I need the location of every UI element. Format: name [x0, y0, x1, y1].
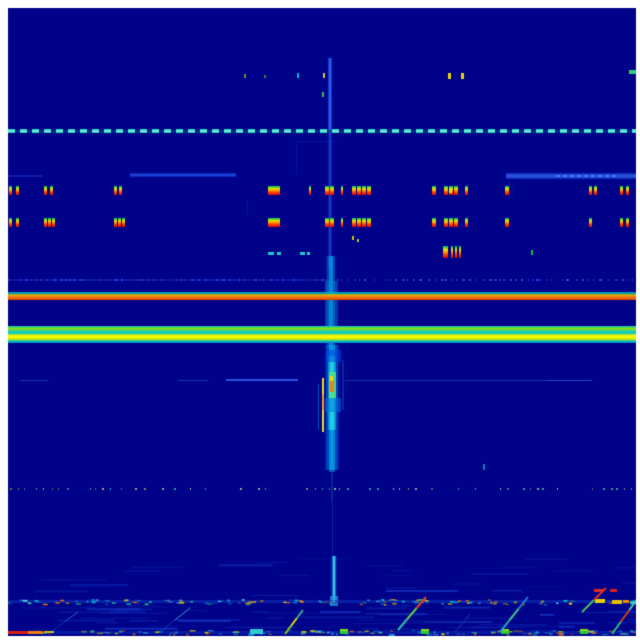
spectrogram-viewport — [0, 0, 640, 640]
spectrogram-canvas — [0, 0, 640, 640]
